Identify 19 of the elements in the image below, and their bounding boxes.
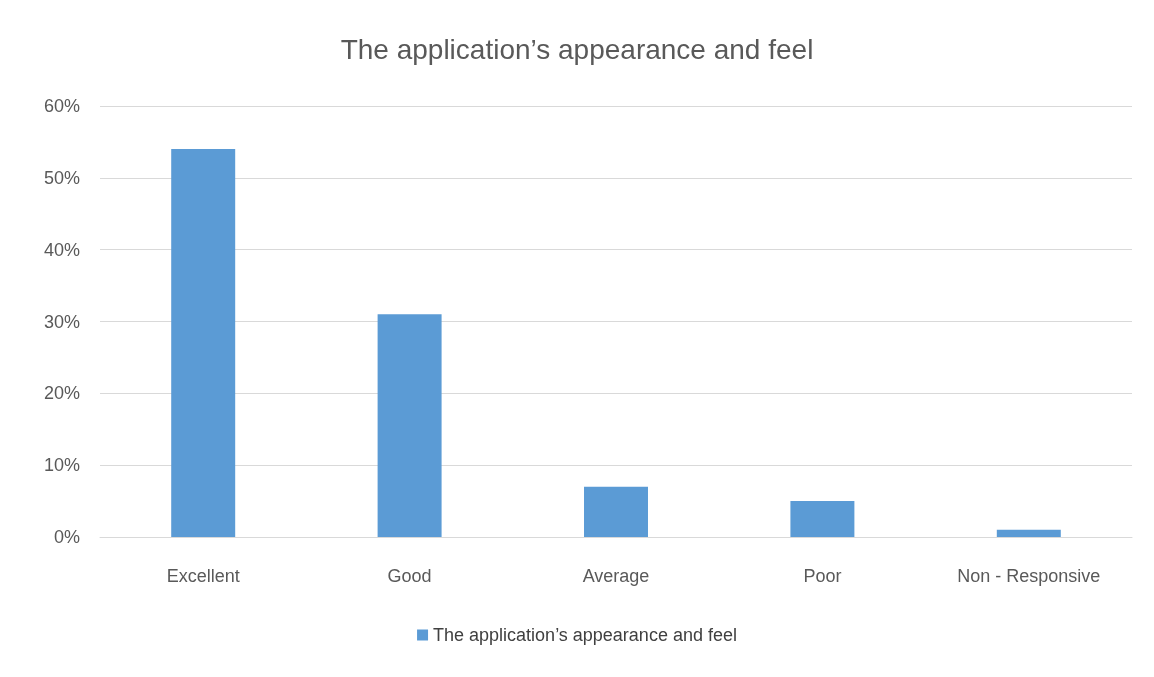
bar [790,501,855,537]
x-tick-label: Good [387,566,432,586]
x-tick-label: Poor [803,566,842,586]
x-tick-label: Average [582,566,650,586]
legend-label: The application’s appearance and feel [433,625,737,645]
y-tick-label: 10% [43,455,80,476]
bar [171,149,236,537]
bar [584,486,648,537]
y-tick-label: 60% [43,96,80,116]
y-tick-label: 30% [43,311,80,332]
y-tick-label: 20% [43,383,80,404]
x-tick-label: Excellent [166,566,240,586]
x-tick-label: Non - Responsive [957,566,1101,586]
y-tick-label: 40% [43,239,80,260]
y-tick-label: 50% [43,167,80,188]
bar [377,314,442,537]
y-tick-label: 0% [53,527,80,547]
chart-title: The application’s appearance and feel [340,33,814,65]
bar [996,529,1061,537]
